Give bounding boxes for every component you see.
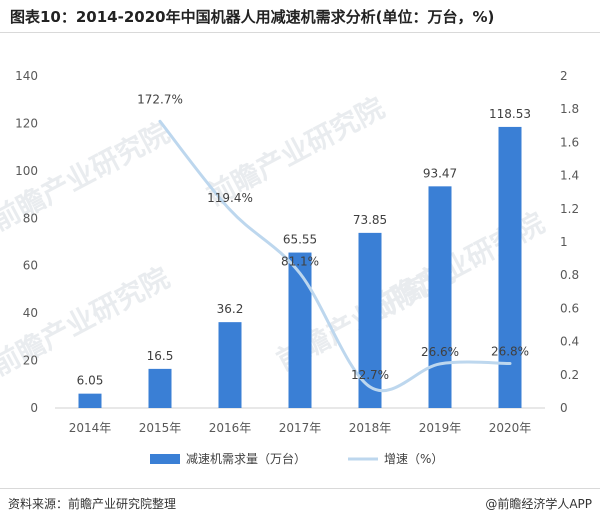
- growth-value-label: 81.1%: [281, 254, 319, 268]
- x-tick-label: 2020年: [489, 421, 532, 435]
- watermarks: 前瞻产业研究院前瞻产业研究院前瞻产业研究院前瞻产业研究院前瞻产业研究院: [0, 91, 550, 382]
- bar: [498, 126, 522, 408]
- y-left-tick-label: 140: [15, 69, 38, 83]
- bars: [78, 126, 522, 408]
- growth-value-label: 12.7%: [351, 368, 389, 382]
- bar-value-label: 93.47: [423, 166, 457, 180]
- y-left-tick-label: 60: [23, 259, 38, 273]
- y-left-tick-label: 100: [15, 164, 38, 178]
- y-left-tick-label: 120: [15, 116, 38, 130]
- legend-swatch-bar: [150, 454, 180, 464]
- x-tick-label: 2019年: [419, 421, 462, 435]
- y-right-tick-label: 0.4: [560, 335, 579, 349]
- x-tick-label: 2016年: [209, 421, 252, 435]
- y-right-tick-label: 0.2: [560, 368, 579, 382]
- y-right-tick-label: 1: [560, 235, 568, 249]
- y-right-tick-label: 0.6: [560, 301, 579, 315]
- bar-value-label: 36.2: [217, 302, 244, 316]
- legend-label-line: 增速（%）: [384, 452, 443, 466]
- bar: [358, 232, 382, 408]
- growth-value-label: 26.6%: [421, 345, 459, 359]
- bar-value-label: 73.85: [353, 213, 387, 227]
- footer-divider: [0, 488, 600, 489]
- y-right-tick-label: 0: [560, 401, 568, 415]
- growth-value-label: 172.7%: [137, 92, 183, 106]
- x-tick-label: 2017年: [279, 421, 322, 435]
- y-right-tick-label: 1.6: [560, 135, 579, 149]
- growth-value-label: 119.4%: [207, 191, 253, 205]
- title-divider: [0, 32, 600, 33]
- chart-title: 图表10：2014-2020年中国机器人用减速机需求分析(单位：万台，%): [10, 8, 495, 26]
- bar-value-label: 65.55: [283, 233, 317, 247]
- bar-value-label: 16.5: [147, 349, 174, 363]
- bar: [428, 186, 452, 408]
- x-tick-label: 2014年: [69, 421, 112, 435]
- y-left-tick-label: 20: [23, 354, 38, 368]
- growth-line: [158, 119, 512, 393]
- bar-value-label: 6.05: [77, 374, 104, 388]
- bar: [148, 368, 172, 408]
- y-right-tick-label: 0.8: [560, 268, 579, 282]
- x-tick-label: 2018年: [349, 421, 392, 435]
- bar: [78, 393, 102, 408]
- y-left-tick-label: 0: [30, 401, 38, 415]
- y-right-tick-label: 1.8: [560, 102, 579, 116]
- bar: [218, 322, 242, 408]
- source-note: 资料来源：前瞻产业研究院整理: [8, 497, 177, 511]
- y-right-tick-label: 1.4: [560, 169, 579, 183]
- legend: 减速机需求量（万台） 增速（%）: [150, 451, 443, 466]
- bar-value-label: 118.53: [489, 107, 531, 121]
- y-right-tick-label: 2: [560, 69, 568, 83]
- y-left-tick-label: 40: [23, 306, 38, 320]
- growth-value-label: 26.8%: [491, 345, 529, 359]
- data-labels: 6.05 16.5 36.2 65.55 73.85 93.47 118.53 172.7% 1…: [77, 92, 531, 387]
- credit-note: @前瞻经济学人APP: [485, 497, 592, 511]
- bar: [288, 252, 312, 408]
- x-tick-label: 2015年: [139, 421, 182, 435]
- y-right-tick-label: 1.2: [560, 202, 579, 216]
- growth-line-path: [158, 119, 512, 393]
- legend-label-bar: 减速机需求量（万台）: [186, 451, 306, 466]
- y-left-tick-label: 80: [23, 211, 38, 225]
